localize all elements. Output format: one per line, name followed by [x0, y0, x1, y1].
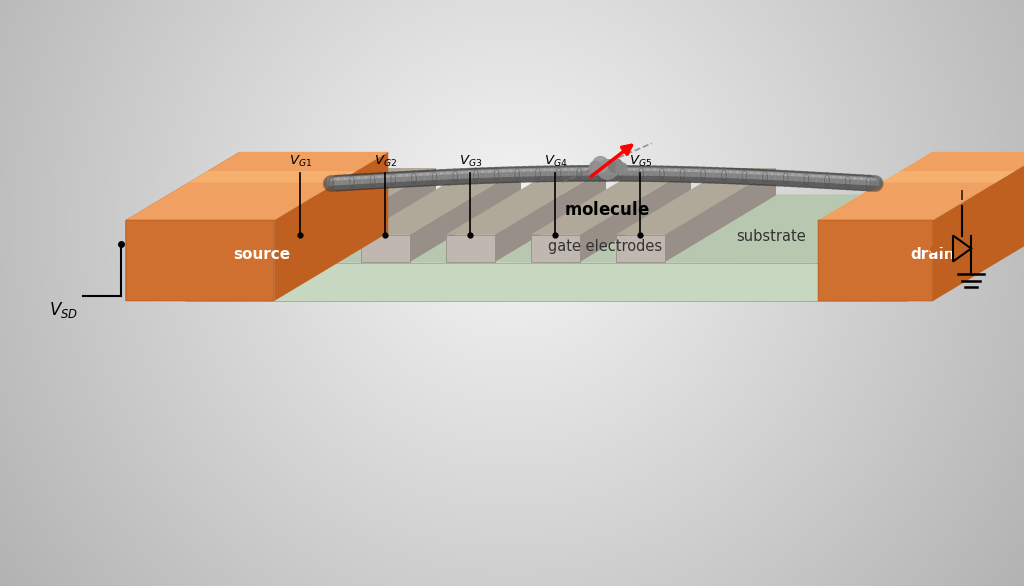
- Polygon shape: [325, 168, 436, 262]
- Polygon shape: [530, 168, 691, 234]
- Polygon shape: [188, 171, 356, 183]
- Polygon shape: [185, 263, 907, 301]
- Polygon shape: [615, 234, 665, 262]
- Text: substrate: substrate: [736, 229, 806, 244]
- Polygon shape: [274, 152, 388, 301]
- Polygon shape: [933, 152, 1024, 301]
- Polygon shape: [275, 234, 325, 262]
- Polygon shape: [665, 168, 776, 262]
- Text: $V_{G1}$: $V_{G1}$: [289, 154, 312, 169]
- Text: $V_{G3}$: $V_{G3}$: [459, 154, 482, 169]
- Polygon shape: [818, 152, 1024, 220]
- Polygon shape: [126, 152, 240, 301]
- Polygon shape: [445, 234, 495, 262]
- Point: [592, 159, 608, 169]
- Point: [598, 165, 614, 174]
- Polygon shape: [580, 168, 691, 262]
- Polygon shape: [530, 234, 580, 262]
- Text: $V_{G5}$: $V_{G5}$: [629, 154, 652, 169]
- Text: $V_{SD}$: $V_{SD}$: [49, 301, 79, 321]
- Text: I: I: [961, 189, 965, 203]
- Text: $V_{G2}$: $V_{G2}$: [374, 154, 397, 169]
- Polygon shape: [126, 152, 388, 220]
- Polygon shape: [360, 234, 410, 262]
- Polygon shape: [615, 168, 776, 234]
- Polygon shape: [185, 195, 1022, 263]
- Polygon shape: [445, 168, 606, 234]
- Text: $V_{G4}$: $V_{G4}$: [544, 154, 567, 169]
- Polygon shape: [881, 171, 1015, 183]
- Polygon shape: [126, 220, 274, 301]
- Text: gate electrodes: gate electrodes: [548, 239, 662, 254]
- Text: $\mathbf{molecule}$: $\mathbf{molecule}$: [564, 202, 649, 219]
- Point: [606, 161, 623, 170]
- Polygon shape: [360, 168, 521, 234]
- Text: drain: drain: [910, 247, 955, 261]
- Point: [612, 163, 629, 173]
- Text: source: source: [233, 247, 291, 261]
- Polygon shape: [907, 195, 1022, 301]
- Polygon shape: [495, 168, 606, 262]
- Polygon shape: [410, 168, 521, 262]
- Polygon shape: [818, 220, 933, 301]
- Polygon shape: [275, 168, 436, 234]
- Point: [587, 162, 603, 172]
